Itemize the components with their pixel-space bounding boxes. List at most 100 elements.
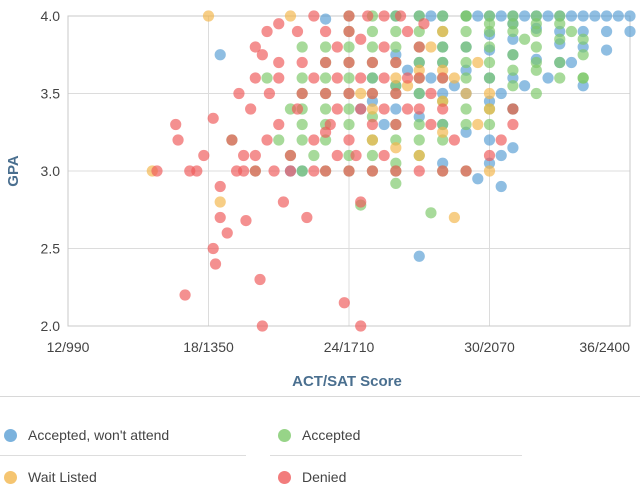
data-point xyxy=(319,72,332,84)
data-point xyxy=(565,56,578,69)
data-point xyxy=(507,72,519,84)
data-point xyxy=(319,165,332,177)
data-point xyxy=(390,157,402,169)
data-point xyxy=(366,149,379,162)
data-point xyxy=(308,134,320,146)
y-axis-title: GPA xyxy=(5,155,22,187)
data-point xyxy=(483,103,496,115)
data-point xyxy=(437,157,449,169)
data-point xyxy=(268,165,280,177)
data-point xyxy=(437,126,449,138)
data-point xyxy=(507,10,519,22)
data-point xyxy=(172,134,184,146)
data-point xyxy=(231,165,243,177)
data-point xyxy=(355,87,367,100)
data-point xyxy=(249,165,261,177)
data-point xyxy=(378,149,390,162)
data-point xyxy=(507,33,519,45)
data-point xyxy=(296,72,308,84)
data-point xyxy=(355,33,367,45)
data-point xyxy=(448,72,460,84)
data-point xyxy=(319,134,332,146)
data-point xyxy=(319,103,332,115)
data-point xyxy=(198,149,210,162)
data-point xyxy=(437,95,449,107)
data-point xyxy=(343,41,355,53)
legend-item-accepted-wont-attend[interactable]: Accepted, won't attend xyxy=(4,423,169,447)
legend-divider xyxy=(0,455,246,456)
data-point xyxy=(483,41,496,53)
data-point xyxy=(355,103,367,115)
data-point xyxy=(343,134,355,146)
data-point xyxy=(343,25,355,38)
data-point xyxy=(577,72,589,84)
data-point xyxy=(437,41,449,53)
data-point xyxy=(390,87,402,100)
data-point xyxy=(519,33,531,45)
data-point xyxy=(296,134,308,146)
data-point xyxy=(319,13,332,25)
data-point xyxy=(425,207,437,219)
data-point xyxy=(554,10,566,22)
data-point xyxy=(507,49,519,61)
data-point xyxy=(366,118,379,131)
data-point xyxy=(577,33,589,45)
data-point xyxy=(413,165,425,177)
data-point xyxy=(301,211,313,224)
data-point xyxy=(519,10,531,22)
data-point xyxy=(413,118,425,131)
data-point xyxy=(226,134,238,146)
data-point xyxy=(284,165,297,177)
data-point xyxy=(319,87,332,100)
data-point xyxy=(437,118,449,131)
legend-item-denied[interactable]: Denied xyxy=(278,465,346,489)
data-point xyxy=(425,87,437,100)
data-point xyxy=(589,10,601,22)
data-point xyxy=(507,142,519,154)
data-point xyxy=(343,165,355,177)
data-point xyxy=(437,134,449,146)
data-point xyxy=(394,10,407,22)
legend-label: Wait Listed xyxy=(28,469,97,485)
data-point xyxy=(483,18,496,30)
data-point xyxy=(331,41,343,53)
data-point xyxy=(291,103,304,115)
data-point xyxy=(495,10,507,22)
data-point xyxy=(413,250,425,262)
data-point xyxy=(378,103,390,115)
x-tick-labels: 12/990 18/1350 24/1710 30/2070 36/2400 xyxy=(47,339,631,355)
data-point xyxy=(448,211,460,224)
data-point xyxy=(530,25,542,38)
data-point xyxy=(554,56,566,69)
data-point xyxy=(483,134,496,146)
data-point xyxy=(425,72,437,84)
data-point xyxy=(507,80,519,92)
data-point xyxy=(343,56,355,69)
data-point xyxy=(460,165,472,177)
data-point xyxy=(401,80,414,92)
data-point xyxy=(483,87,496,100)
data-point xyxy=(437,56,449,69)
data-point xyxy=(170,118,182,131)
data-point xyxy=(355,72,367,84)
data-point xyxy=(343,118,355,131)
legend-item-accepted[interactable]: Accepted xyxy=(278,423,360,447)
data-point xyxy=(519,80,531,92)
legend-item-wait-listed[interactable]: Wait Listed xyxy=(4,465,97,489)
data-point xyxy=(207,242,219,255)
legend-label: Accepted xyxy=(302,427,361,443)
data-point xyxy=(495,149,507,162)
data-point xyxy=(413,56,425,69)
data-point xyxy=(366,87,379,100)
data-point xyxy=(401,72,414,84)
data-point xyxy=(273,18,285,30)
x-tick-label: 24/1710 xyxy=(324,339,375,355)
data-point xyxy=(343,72,355,84)
x-tick-label: 18/1350 xyxy=(183,339,234,355)
data-point xyxy=(437,25,449,38)
data-point xyxy=(390,165,402,177)
data-point xyxy=(472,10,484,22)
data-point xyxy=(483,56,496,69)
data-point xyxy=(308,10,320,22)
data-point xyxy=(366,134,379,146)
